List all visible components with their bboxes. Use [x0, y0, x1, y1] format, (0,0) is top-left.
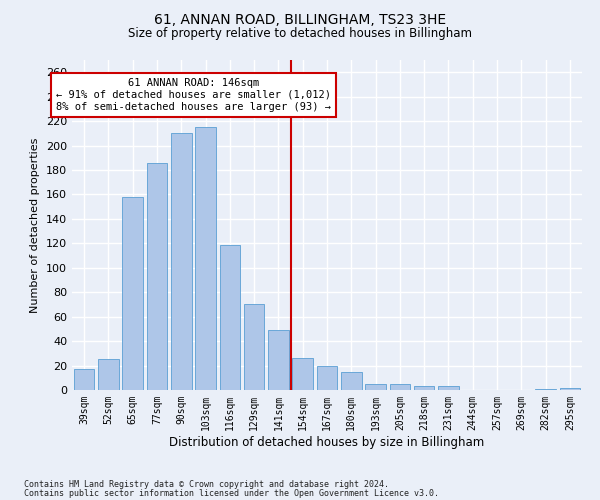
Bar — [122, 197, 143, 390]
Text: Contains public sector information licensed under the Open Government Licence v3: Contains public sector information licen… — [24, 488, 439, 498]
Text: Size of property relative to detached houses in Billingham: Size of property relative to detached ho… — [128, 28, 472, 40]
Text: 61 ANNAN ROAD: 146sqm
← 91% of detached houses are smaller (1,012)
8% of semi-de: 61 ANNAN ROAD: 146sqm ← 91% of detached … — [56, 78, 331, 112]
Bar — [195, 127, 216, 390]
Text: Contains HM Land Registry data © Crown copyright and database right 2024.: Contains HM Land Registry data © Crown c… — [24, 480, 389, 489]
Bar — [292, 358, 313, 390]
Bar — [220, 244, 240, 390]
Bar — [560, 388, 580, 390]
Bar — [535, 389, 556, 390]
Text: 61, ANNAN ROAD, BILLINGHAM, TS23 3HE: 61, ANNAN ROAD, BILLINGHAM, TS23 3HE — [154, 12, 446, 26]
Bar — [268, 330, 289, 390]
Bar — [341, 372, 362, 390]
Bar — [317, 366, 337, 390]
Bar — [389, 384, 410, 390]
Bar — [438, 386, 459, 390]
Y-axis label: Number of detached properties: Number of detached properties — [31, 138, 40, 312]
Bar — [74, 369, 94, 390]
Bar — [365, 384, 386, 390]
Bar — [98, 360, 119, 390]
Bar — [414, 386, 434, 390]
X-axis label: Distribution of detached houses by size in Billingham: Distribution of detached houses by size … — [169, 436, 485, 448]
Bar — [171, 134, 191, 390]
Bar — [146, 162, 167, 390]
Bar — [244, 304, 265, 390]
